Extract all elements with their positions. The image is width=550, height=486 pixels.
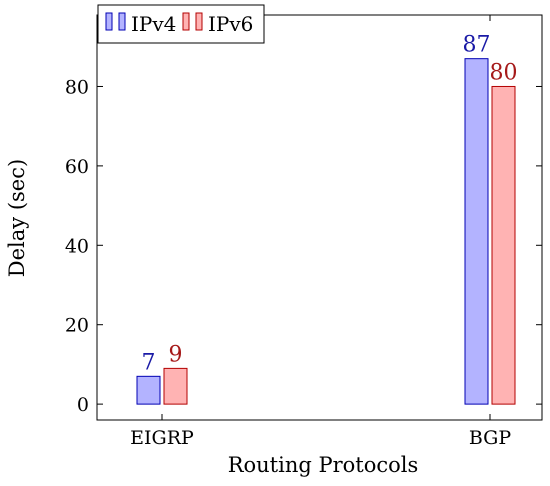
bar-ipv6-eigrp <box>163 367 188 405</box>
y-tick-label: 80 <box>65 76 89 98</box>
x-tick-label: BGP <box>469 427 511 449</box>
plot-frame <box>96 14 543 421</box>
legend-label-ipv4: IPv4 <box>131 12 176 36</box>
legend-box <box>97 4 265 44</box>
bar-ipv4-eigrp <box>136 375 161 405</box>
y-tick-label: 0 <box>77 394 89 416</box>
data-label: 87 <box>463 33 491 58</box>
x-axis-ticks: EIGRP BGP <box>130 15 511 449</box>
legend-swatch-ipv4 <box>105 12 113 31</box>
bar-ipv6-bgp <box>491 85 516 405</box>
x-tick-label: EIGRP <box>130 427 194 449</box>
y-axis-title: Delay (sec) <box>5 159 29 277</box>
legend-swatch-ipv6 <box>182 12 190 31</box>
legend-swatch-ipv6 <box>195 12 203 31</box>
legend: IPv4 IPv6 <box>97 4 265 44</box>
y-axis-ticks: 0 20 40 60 80 <box>65 76 542 416</box>
y-tick-label: 20 <box>65 315 89 337</box>
data-label: 9 <box>169 342 183 367</box>
bar-ipv4-bgp <box>464 58 489 405</box>
x-axis-title: Routing Protocols <box>228 453 419 477</box>
bars <box>136 58 516 405</box>
data-label: 7 <box>142 350 156 375</box>
data-label: 80 <box>490 60 518 85</box>
data-labels: 7 87 9 80 <box>142 33 518 376</box>
y-tick-label: 40 <box>65 235 89 257</box>
legend-label-ipv6: IPv6 <box>208 12 253 36</box>
legend-swatch-ipv4 <box>118 12 126 31</box>
y-tick-label: 60 <box>65 156 89 178</box>
